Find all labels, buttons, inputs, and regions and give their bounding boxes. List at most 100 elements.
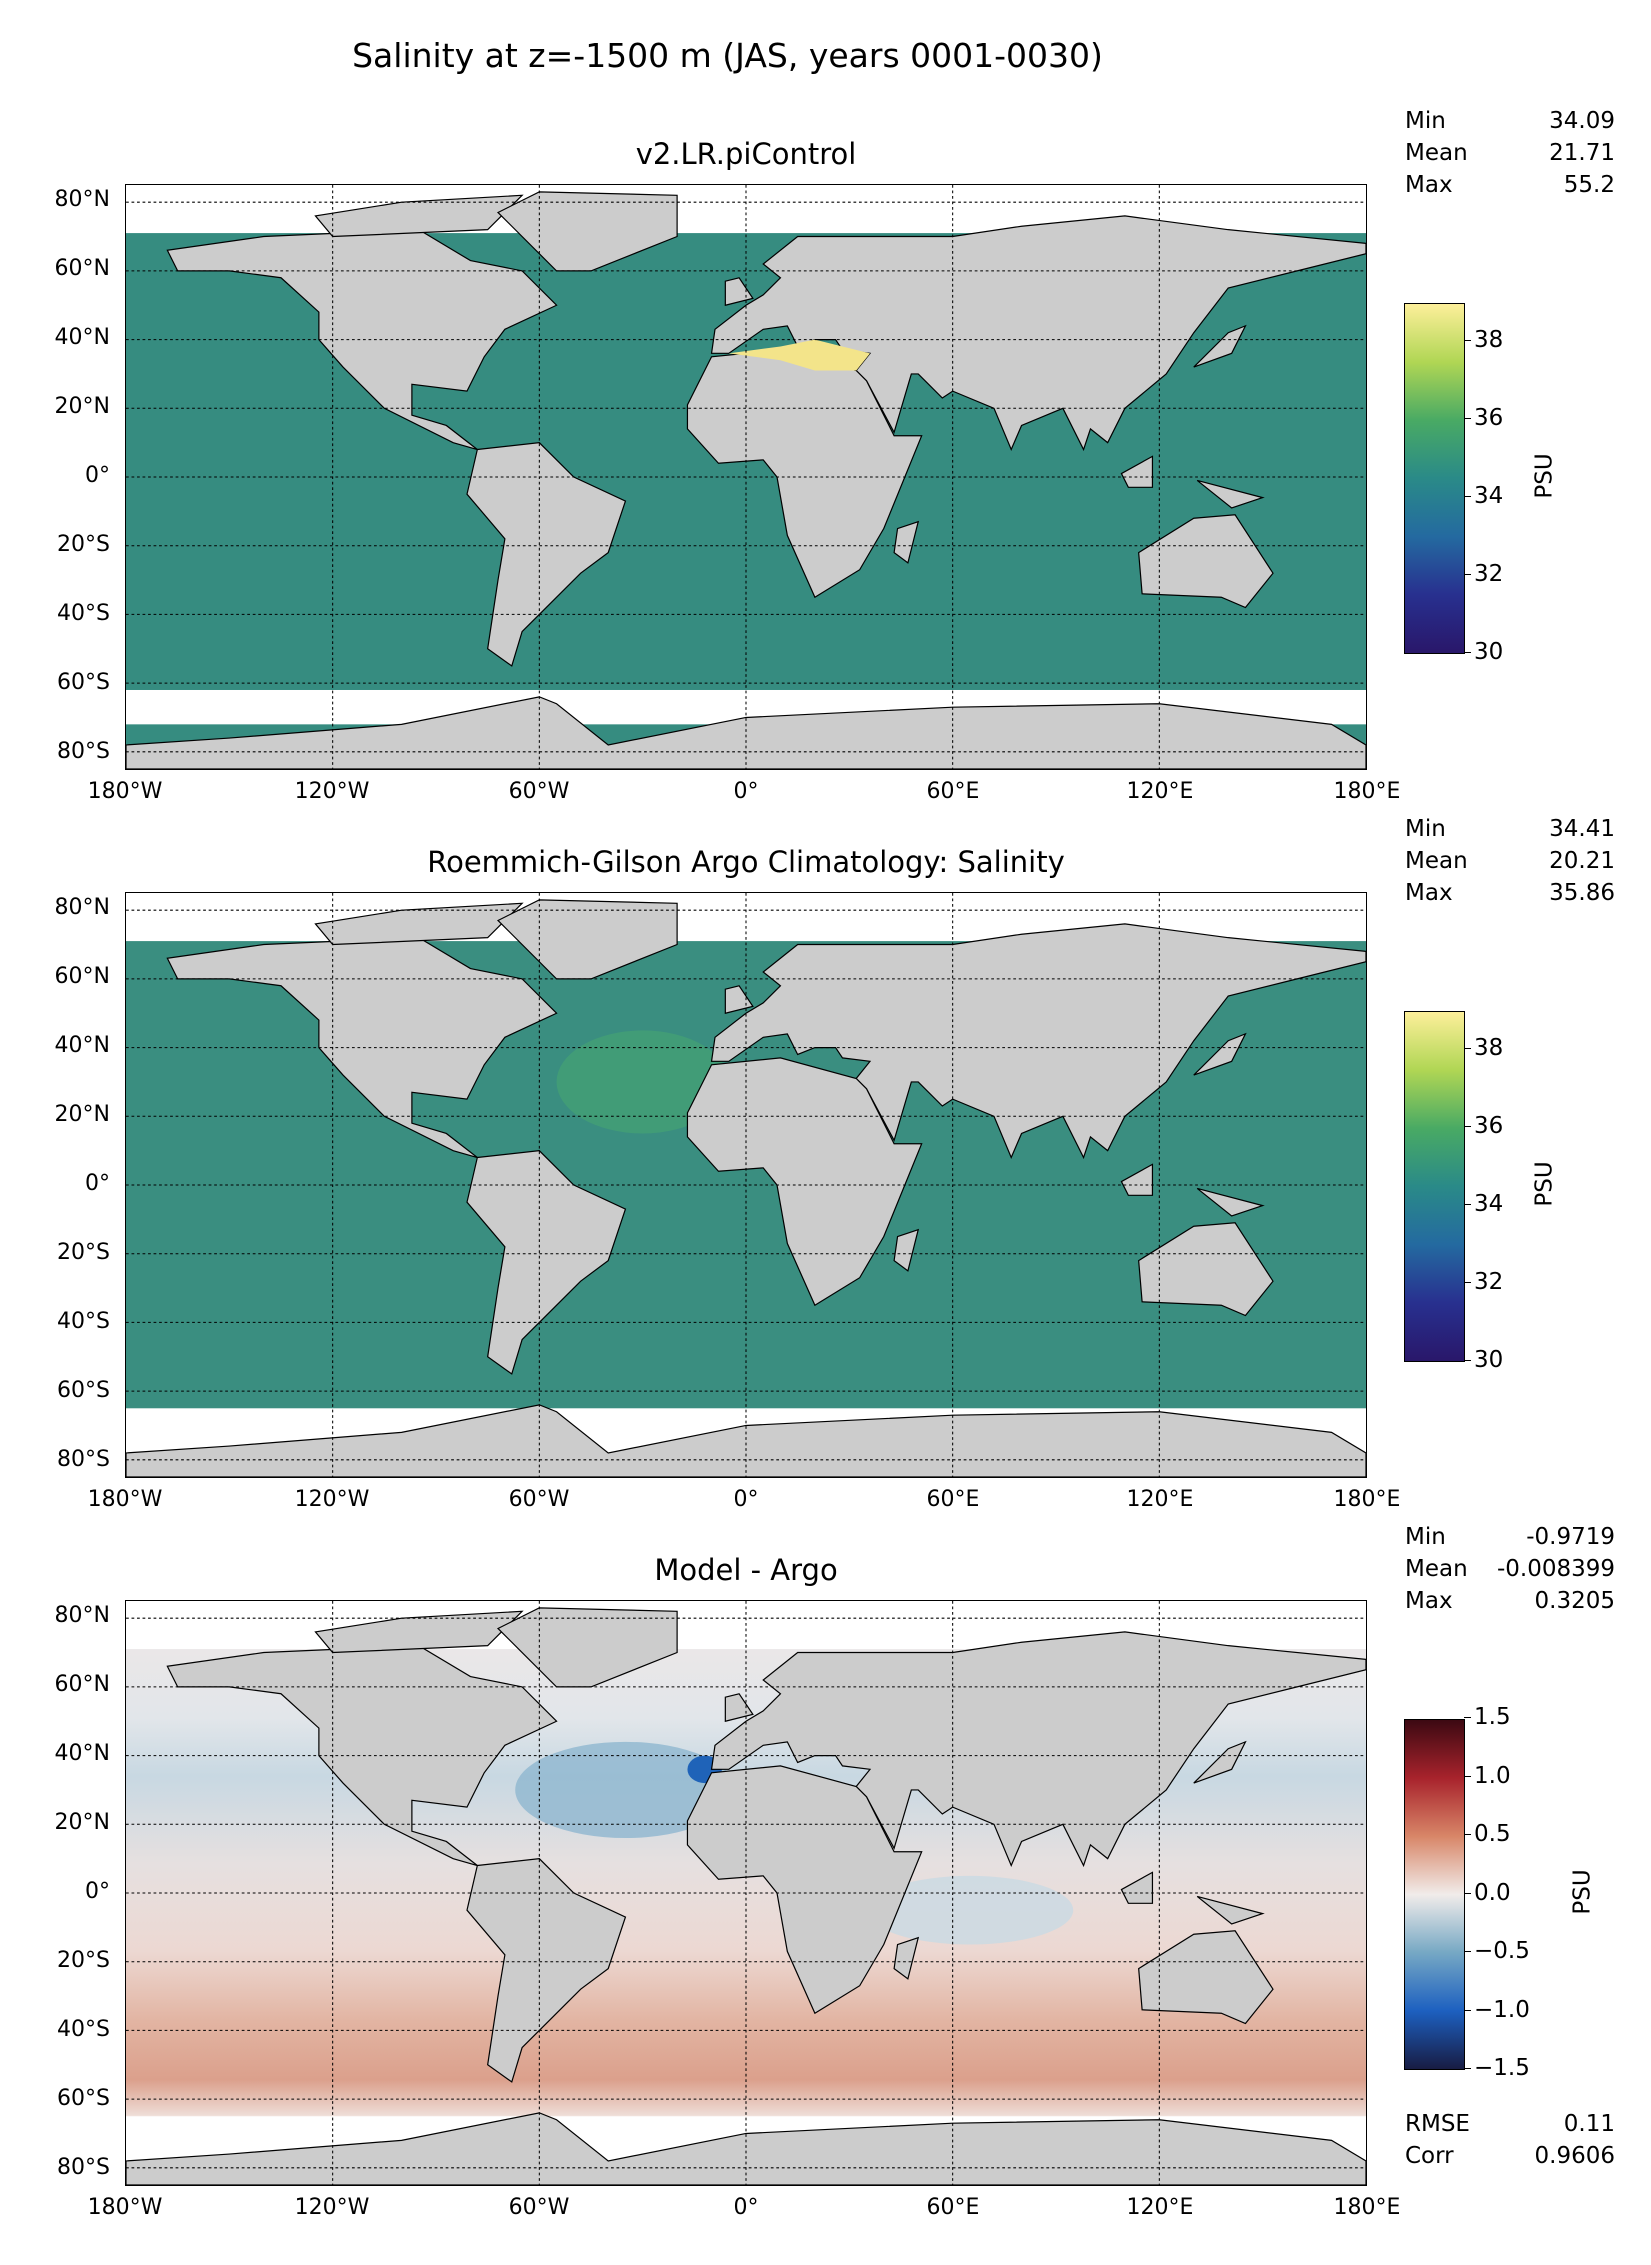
world-map [126,185,1366,769]
stat-row: Mean 21.71 [1405,137,1615,169]
latitude-tick-label: 60°S [57,2085,110,2111]
stat-row: Mean 20.21 [1405,845,1615,877]
land-north-america [166,937,558,1159]
latitude-tick-label: 60°N [54,1672,110,1698]
latitude-tick-label: 0° [85,463,110,488]
atlantic-high-salinity [556,1030,729,1134]
land-antarctica [126,2112,1366,2185]
longitude-tick-label: 0° [733,779,759,804]
mediterranean-high-salinity [728,339,870,371]
land-borneo [1120,1163,1154,1196]
stat-value: 0.9606 [1534,2143,1615,2169]
land-arctic-islands [314,194,524,238]
latitude-tick-label: 20°S [57,1239,110,1265]
land-eurasia [710,923,1366,1160]
longitude-tick-label: 180°W [87,1487,163,1512]
latitude-tick-label: 60°N [54,256,110,282]
colorbar-tick-label: 30 [1463,1347,1504,1373]
stat-row: Max 0.3205 [1405,1585,1615,1617]
stat-label: Max [1405,172,1453,198]
land-japan [1193,1032,1247,1076]
stat-value: 34.41 [1549,816,1615,842]
longitude-tick-label: 60°W [508,779,570,804]
latitude-tick-label: 40°N [54,325,110,351]
stat-label: Min [1405,1524,1446,1550]
colorbar [1404,303,1465,654]
land-new-guinea [1196,479,1265,509]
colorbar-tick-label: 32 [1463,1269,1504,1295]
colorbar-tick-label: 1.0 [1464,1762,1511,1789]
colorbar-label: PSU [1531,1161,1558,1207]
latitude-tick-label: 40°S [57,2016,110,2042]
colorbar-tick-label: 1.5 [1464,1704,1511,1730]
latitude-tick-label: 80°N [54,187,110,213]
latitude-tick-label: 0° [85,1879,110,1904]
colorbar-tick-label: −0.5 [1464,1938,1530,1964]
colorbar [1404,1011,1465,1362]
land-uk [724,1693,754,1723]
longitude-tick-label: 120°E [1126,2195,1194,2220]
longitude-tick-label: 180°W [87,2195,163,2220]
stats-box: Min 34.41 Mean 20.21 Max 35.86 [1405,813,1615,909]
colorbar-tick-label: 34 [1463,483,1504,509]
colorbar-tick-label: 0.5 [1464,1821,1511,1847]
colorbar-tick-label: 0.0 [1464,1879,1511,1906]
latitude-tick-label: 20°N [54,394,110,420]
land-north-america [166,229,558,451]
latitude-tick-label: 40°S [57,600,110,626]
latitude-tick-label: 20°N [54,1102,110,1128]
atlantic-negative-anomaly [515,1741,736,1839]
land-madagascar [893,1936,920,1980]
stat-value: 20.21 [1549,848,1615,874]
stat-row: Min -0.9719 [1405,1521,1615,1553]
latitude-tick-label: 20°N [54,1810,110,1836]
longitude-tick-label: 180°E [1333,2195,1401,2220]
colorbar [1404,1719,1465,2070]
colorbar-tick-label: 38 [1463,327,1504,353]
land-japan [1193,1740,1247,1784]
map-panel [125,184,1367,770]
colorbar-tick-label: 38 [1463,1035,1504,1061]
land-north-america [166,1645,558,1867]
land-borneo [1120,1871,1154,1904]
longitude-tick-label: 0° [733,1487,759,1512]
longitude-tick-label: 120°E [1126,779,1194,804]
colorbar-tick-label: −1.5 [1464,2055,1530,2081]
land-eurasia [710,1631,1366,1868]
land-australia [1138,1930,1274,2025]
longitude-tick-label: 120°E [1126,1487,1194,1512]
land-south-america [466,1858,627,2083]
error-stats-box: RMSE 0.11 Corr 0.9606 [1405,2108,1615,2172]
stat-row: Min 34.09 [1405,105,1615,137]
latitude-tick-label: 80°S [57,2154,110,2180]
stat-row: Max 35.86 [1405,877,1615,909]
longitude-tick-label: 180°W [87,779,163,804]
world-map [126,1601,1366,2185]
land-new-guinea [1196,1895,1265,1925]
world-map [126,893,1366,1477]
stat-row: Mean -0.008399 [1405,1553,1615,1585]
latitude-tick-label: 20°S [57,531,110,557]
land-japan [1193,324,1247,368]
land-arctic-islands [314,902,524,946]
longitude-tick-label: 60°E [926,779,980,804]
stat-label: RMSE [1405,2111,1470,2137]
land-south-america [466,442,627,667]
land-borneo [1120,455,1154,488]
stat-value: 0.11 [1563,2111,1615,2137]
stat-label: Min [1405,108,1446,134]
colorbar-tick-label: 36 [1463,405,1504,431]
stat-label: Min [1405,816,1446,842]
land-antarctica [126,1404,1366,1477]
land-arctic-islands [314,1610,524,1654]
land-uk [724,277,754,307]
latitude-tick-label: 60°S [57,669,110,695]
land-uk [724,985,754,1015]
stat-row: RMSE 0.11 [1405,2108,1615,2140]
stat-label: Max [1405,1588,1453,1614]
map-panel [125,1600,1367,2186]
panel-title: Roemmich-Gilson Argo Climatology: Salini… [427,845,1065,879]
longitude-tick-label: 180°E [1333,1487,1401,1512]
stat-label: Mean [1405,140,1468,166]
